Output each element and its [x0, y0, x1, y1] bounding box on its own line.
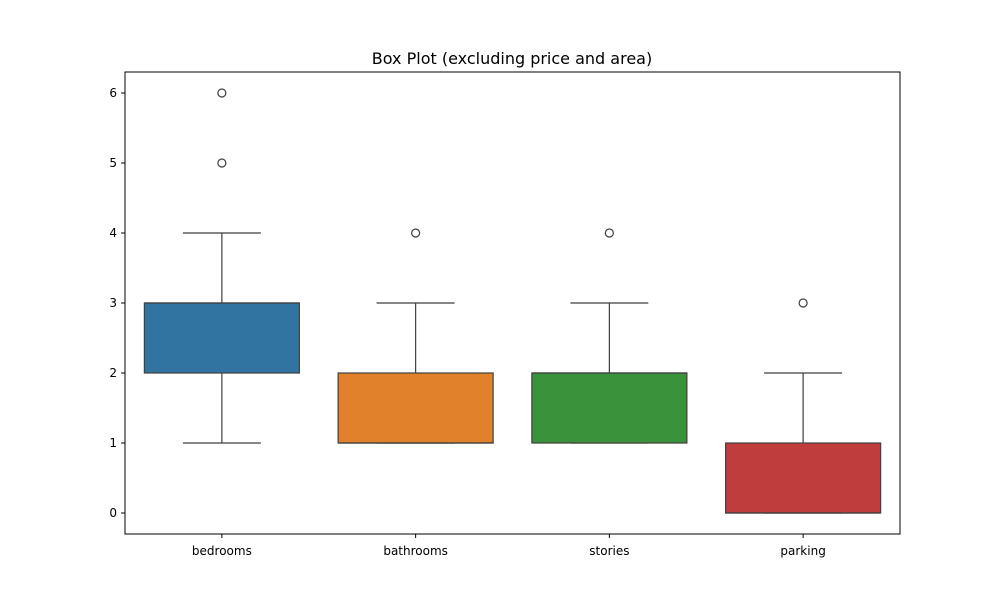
y-tick-label-3: 3: [109, 296, 117, 310]
y-tick-label-5: 5: [109, 156, 117, 170]
chart-title: Box Plot (excluding price and area): [372, 49, 652, 68]
outlier-bathrooms-0: [411, 228, 421, 238]
outlier-parking-0: [798, 298, 808, 308]
plot-area: 0 1 2 3 4 5 6 bedrooms bathrooms stories parking: [109, 86, 882, 558]
y-tick-label-0: 0: [109, 506, 117, 520]
outlier-bedrooms-1: [217, 88, 227, 98]
box-bedrooms: [143, 302, 300, 374]
x-tick-label-stories: stories: [589, 544, 629, 558]
y-tick-label-2: 2: [109, 366, 117, 380]
box-stories: [531, 372, 688, 444]
outlier-stories-0: [604, 228, 614, 238]
y-tick-label-6: 6: [109, 86, 117, 100]
x-tick-label-bedrooms: bedrooms: [192, 544, 252, 558]
x-tick-label-bathrooms: bathrooms: [383, 544, 448, 558]
y-tick-label-1: 1: [109, 436, 117, 450]
x-tick-label-parking: parking: [780, 544, 825, 558]
box-parking: [725, 442, 882, 514]
outlier-bedrooms-0: [217, 158, 227, 168]
y-tick-label-4: 4: [109, 226, 117, 240]
box-bathrooms: [337, 372, 494, 444]
plot-frame: [124, 71, 901, 535]
